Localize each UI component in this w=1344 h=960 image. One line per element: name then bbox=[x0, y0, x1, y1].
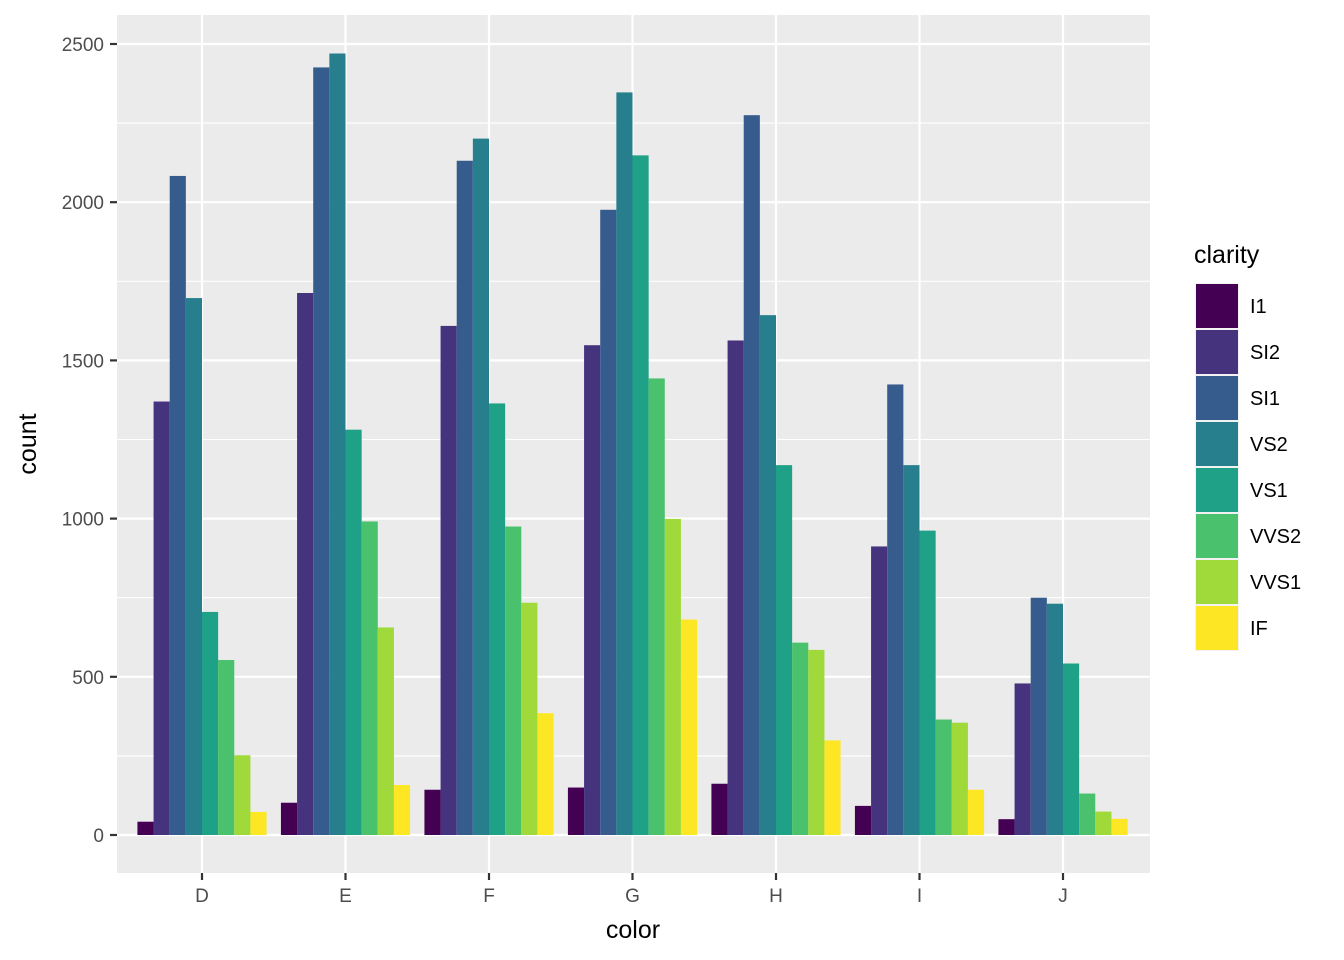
bar-vs2-j bbox=[1046, 603, 1063, 835]
bar-vs1-d bbox=[202, 611, 219, 835]
legend: clarity I1 SI2 SI1 VS2 VS1 VVS2 VVS1 IF bbox=[1194, 241, 1301, 651]
bar-vvs2-g bbox=[648, 378, 665, 835]
bar-vvs1-i bbox=[951, 722, 968, 835]
legend-label-vs2: VS2 bbox=[1250, 434, 1288, 456]
bar-i1-h bbox=[711, 783, 728, 835]
bar-si1-f bbox=[456, 160, 473, 835]
bar-si1-e bbox=[313, 67, 330, 835]
bar-si2-f bbox=[440, 325, 457, 835]
y-tick-label: 1500 bbox=[62, 351, 104, 372]
bar-i1-f bbox=[424, 789, 441, 835]
bar-vvs1-d bbox=[234, 755, 251, 835]
bar-i1-d bbox=[137, 821, 154, 835]
bar-vs1-f bbox=[489, 403, 506, 835]
bar-si1-d bbox=[169, 175, 186, 835]
x-tick-label: H bbox=[769, 886, 783, 907]
bar-si2-i bbox=[871, 546, 888, 835]
bar-si2-e bbox=[297, 293, 314, 835]
legend-swatch-si1 bbox=[1196, 376, 1238, 420]
bar-if-g bbox=[680, 619, 698, 835]
bar-si2-g bbox=[584, 345, 601, 835]
y-axis-title: count bbox=[14, 413, 42, 474]
legend-swatch-vs1 bbox=[1196, 468, 1238, 512]
legend-swatch-vs2 bbox=[1196, 422, 1238, 466]
bar-if-h bbox=[824, 740, 841, 835]
bar-vs2-g bbox=[616, 92, 633, 835]
x-tick-label: F bbox=[483, 886, 495, 907]
bar-vvs1-e bbox=[377, 627, 394, 835]
legend-swatch-si2 bbox=[1196, 330, 1238, 374]
bar-si1-i bbox=[887, 384, 904, 835]
bar-vs2-h bbox=[759, 315, 776, 835]
bar-vs1-g bbox=[632, 155, 649, 835]
bar-i1-g bbox=[567, 787, 585, 835]
bar-if-j bbox=[1111, 818, 1128, 835]
bar-vvs1-f bbox=[521, 602, 538, 835]
bar-i1-i bbox=[854, 805, 872, 835]
bar-vs1-j bbox=[1063, 663, 1080, 835]
bar-vs2-i bbox=[903, 465, 920, 835]
legend-label-i1: I1 bbox=[1250, 296, 1267, 318]
bar-si2-j bbox=[1014, 683, 1031, 835]
bar-if-d bbox=[250, 811, 267, 835]
bar-vvs2-d bbox=[218, 660, 235, 835]
legend-label-si1: SI1 bbox=[1250, 388, 1280, 410]
bar-vs2-e bbox=[329, 53, 346, 836]
bar-si1-g bbox=[600, 209, 617, 836]
bar-vs1-h bbox=[776, 465, 793, 835]
bars bbox=[137, 53, 1128, 836]
x-tick-label: I bbox=[917, 886, 922, 907]
bar-vs1-e bbox=[345, 429, 362, 835]
bar-if-e bbox=[393, 785, 411, 835]
legend-swatch-vvs1 bbox=[1196, 560, 1238, 604]
y-axis: 0 500 1000 1500 2000 2500 bbox=[62, 35, 117, 847]
y-tick-label: 500 bbox=[72, 668, 104, 689]
bar-if-f bbox=[537, 713, 554, 835]
legend-label-si2: SI2 bbox=[1250, 342, 1280, 364]
legend-swatch-if bbox=[1196, 606, 1238, 650]
x-axis: D E F G H I J bbox=[195, 873, 1068, 907]
bar-vvs2-e bbox=[361, 521, 378, 835]
bar-si2-h bbox=[727, 340, 744, 835]
bar-vs2-f bbox=[472, 138, 489, 836]
x-axis-title: color bbox=[606, 916, 660, 944]
legend-swatch-i1 bbox=[1196, 284, 1238, 328]
bar-vvs2-h bbox=[792, 642, 809, 835]
bar-vvs2-j bbox=[1079, 793, 1096, 835]
y-tick-label: 2500 bbox=[62, 35, 104, 56]
bar-vs1-i bbox=[919, 530, 936, 835]
x-tick-label: G bbox=[625, 886, 640, 907]
bar-vvs1-g bbox=[664, 518, 681, 835]
bar-vs2-d bbox=[185, 298, 202, 835]
bar-vvs2-f bbox=[505, 526, 522, 835]
x-tick-label: J bbox=[1058, 886, 1068, 907]
legend-label-vs1: VS1 bbox=[1250, 480, 1288, 502]
bar-si2-d bbox=[153, 401, 170, 835]
bar-vvs2-i bbox=[935, 719, 952, 835]
y-tick-label: 1000 bbox=[62, 510, 104, 531]
y-tick-label: 2000 bbox=[62, 193, 104, 214]
bar-vvs1-j bbox=[1095, 811, 1112, 835]
bar-i1-j bbox=[998, 819, 1015, 835]
bar-vvs1-h bbox=[808, 649, 825, 835]
legend-label-vvs1: VVS1 bbox=[1250, 572, 1301, 594]
bar-si1-h bbox=[743, 115, 760, 835]
bar-if-i bbox=[967, 789, 985, 835]
legend-label-vvs2: VVS2 bbox=[1250, 526, 1301, 548]
legend-swatch-vvs2 bbox=[1196, 514, 1238, 558]
y-tick-label: 0 bbox=[93, 826, 104, 847]
legend-label-if: IF bbox=[1250, 618, 1268, 640]
bar-si1-j bbox=[1030, 597, 1047, 835]
legend-title: clarity bbox=[1194, 241, 1260, 269]
x-tick-label: D bbox=[195, 886, 209, 907]
x-tick-label: E bbox=[339, 886, 352, 907]
bar-i1-e bbox=[280, 802, 298, 835]
